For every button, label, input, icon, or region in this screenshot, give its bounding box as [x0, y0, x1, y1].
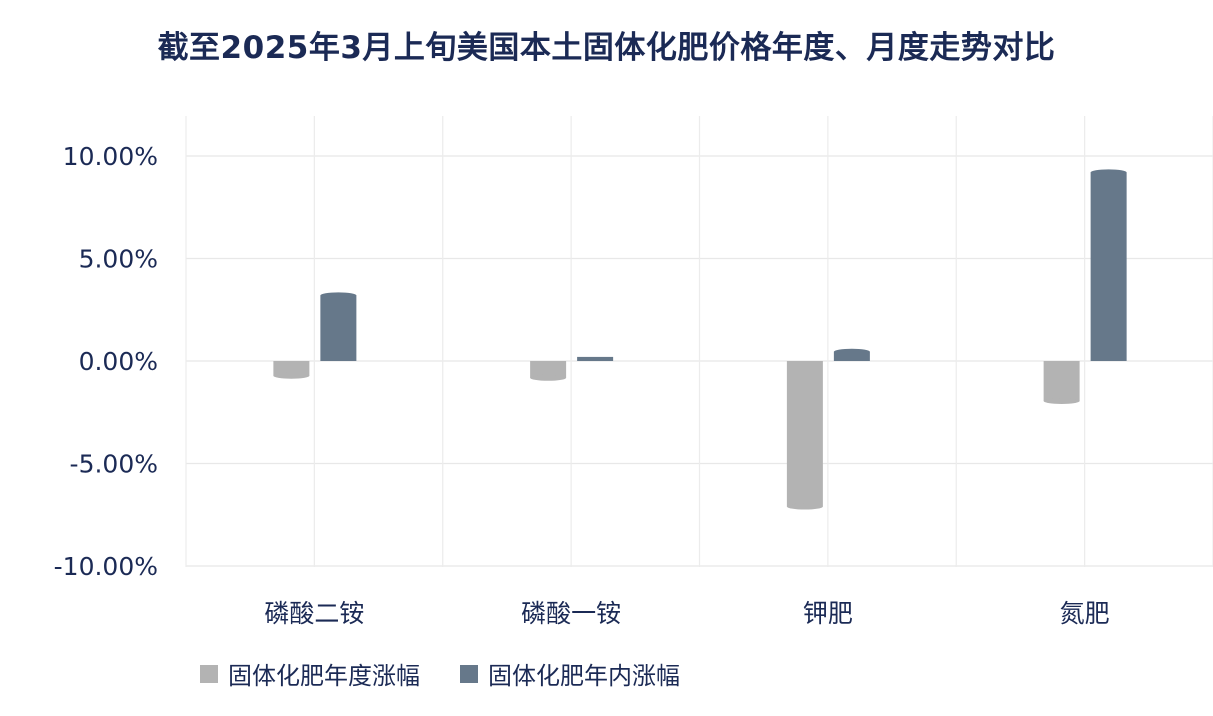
- y-tick-label: 10.00%: [63, 142, 158, 171]
- bar-annual: [786, 361, 823, 507]
- bar-annual: [1043, 361, 1080, 401]
- x-tick-label: 钾肥: [803, 599, 853, 628]
- bar-cap: [530, 374, 567, 381]
- y-tick-label: -10.00%: [54, 552, 158, 581]
- x-tick-label: 氮肥: [1060, 599, 1110, 628]
- bar-ytd: [577, 356, 614, 361]
- bar-ytd: [833, 351, 870, 361]
- legend-item-annual[interactable]: 固体化肥年度涨幅: [200, 656, 420, 691]
- x-tick-label: 磷酸一铵: [521, 599, 621, 628]
- bar-cap: [320, 292, 357, 299]
- y-tick-label: 5.00%: [79, 245, 158, 274]
- legend-item-ytd[interactable]: 固体化肥年内涨幅: [460, 656, 680, 691]
- bar-cap: [1090, 169, 1127, 176]
- bar-cap: [786, 503, 823, 510]
- legend-swatch-ytd: [460, 664, 478, 683]
- bar-annual: [530, 361, 567, 378]
- bar-ytd: [320, 295, 357, 361]
- bar-annual: [273, 361, 310, 376]
- legend-label-annual: 固体化肥年度涨幅: [228, 662, 420, 690]
- y-tick-label: 0.00%: [79, 347, 158, 376]
- bar-cap: [273, 372, 310, 379]
- chart-title: 截至2025年3月上旬美国本土固体化肥价格年度、月度走势对比: [157, 30, 1056, 66]
- bar-ytd: [1090, 172, 1127, 361]
- legend-label-ytd: 固体化肥年内涨幅: [488, 662, 680, 690]
- legend: 固体化肥年度涨幅 固体化肥年内涨幅: [200, 656, 680, 691]
- y-tick-label: -5.00%: [70, 450, 158, 479]
- x-tick-label: 磷酸二铵: [264, 599, 364, 628]
- bar-cap: [1043, 397, 1080, 404]
- bar-cap: [833, 348, 870, 355]
- legend-swatch-annual: [200, 664, 218, 683]
